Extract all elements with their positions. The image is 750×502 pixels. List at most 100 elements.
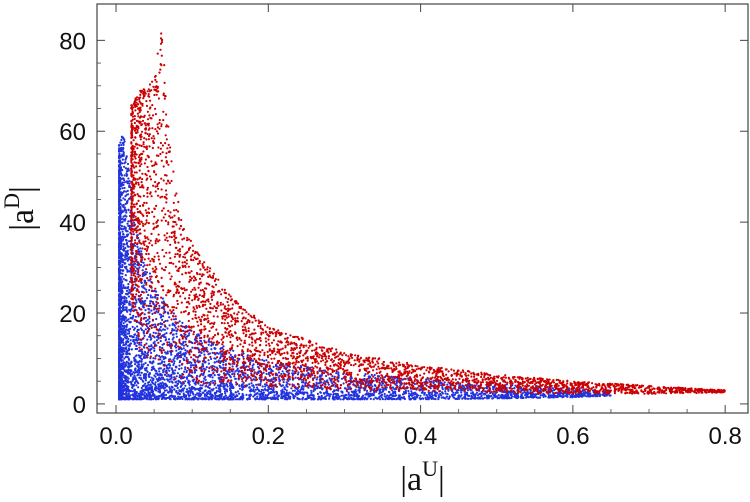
- scatter-point: [293, 389, 296, 392]
- scatter-point: [118, 192, 121, 195]
- scatter-point: [372, 398, 375, 401]
- scatter-point: [301, 396, 305, 399]
- scatter-point: [124, 330, 127, 334]
- scatter-point: [185, 356, 188, 359]
- scatter-point: [291, 374, 294, 377]
- scatter-point: [222, 366, 225, 369]
- scatter-point: [118, 301, 121, 304]
- scatter-point: [145, 392, 148, 395]
- scatter-point: [232, 386, 235, 389]
- scatter-point: [124, 157, 128, 160]
- scatter-point: [121, 363, 124, 366]
- scatter-point: [226, 390, 229, 393]
- scatter-point: [126, 162, 130, 166]
- scatter-point: [135, 299, 138, 302]
- scatter-point: [137, 373, 140, 376]
- scatter-point: [208, 398, 211, 401]
- scatter-point: [204, 375, 207, 378]
- scatter-point: [411, 394, 414, 397]
- scatter-point: [183, 359, 186, 362]
- scatter-point: [143, 375, 146, 378]
- scatter-point: [201, 384, 204, 387]
- scatter-point: [123, 165, 126, 168]
- scatter-point: [263, 383, 267, 386]
- scatter-point: [179, 350, 182, 353]
- scatter-point: [121, 253, 124, 256]
- scatter-point: [412, 392, 415, 395]
- scatter-point: [413, 397, 416, 400]
- scatter-point: [130, 382, 133, 385]
- scatter-point: [393, 388, 396, 391]
- scatter-point: [384, 388, 388, 391]
- scatter-point: [159, 372, 162, 376]
- scatter-point: [391, 389, 394, 392]
- scatter-point: [152, 394, 155, 397]
- scatter-point: [132, 384, 136, 387]
- scatter-point: [118, 204, 121, 207]
- scatter-point: [118, 313, 121, 316]
- scatter-point: [125, 360, 128, 363]
- scatter-point: [239, 397, 242, 401]
- scatter-point: [171, 386, 174, 389]
- scatter-point: [451, 393, 454, 396]
- scatter-point: [404, 389, 407, 392]
- scatter-point: [163, 373, 166, 376]
- scatter-point: [144, 388, 147, 391]
- scatter-point: [120, 367, 123, 370]
- scatter-point: [353, 395, 356, 398]
- scatter-point: [328, 393, 331, 396]
- scatter-point: [159, 356, 162, 359]
- scatter-point: [442, 396, 445, 399]
- scatter-point: [128, 263, 131, 266]
- scatter-point: [125, 389, 128, 392]
- scatter-point: [142, 384, 146, 387]
- scatter-point: [123, 207, 126, 211]
- scatter-point: [184, 384, 187, 387]
- scatter-point: [137, 315, 140, 318]
- scatter-point: [209, 375, 212, 378]
- scatter-point: [464, 393, 467, 396]
- scatter-point: [175, 349, 178, 352]
- scatter-point: [452, 391, 455, 394]
- scatter-point: [143, 391, 146, 394]
- scatter-point: [229, 397, 233, 400]
- scatter-point: [143, 334, 146, 337]
- scatter-point: [125, 397, 128, 400]
- scatter-point: [403, 397, 406, 401]
- scatter-point: [219, 366, 222, 369]
- scatter-point: [127, 233, 130, 236]
- scatter-point: [160, 361, 163, 364]
- scatter-point: [388, 391, 391, 394]
- scatter-point: [168, 369, 171, 372]
- scatter-point: [136, 371, 139, 374]
- scatter-point: [134, 315, 138, 318]
- scatter-point: [175, 380, 178, 383]
- scatter-point: [119, 141, 122, 144]
- scatter-point: [139, 247, 142, 250]
- scatter-point: [228, 382, 231, 385]
- scatter-point: [165, 364, 168, 367]
- scatter-point: [188, 332, 191, 335]
- scatter-point: [178, 320, 181, 323]
- scatter-point: [121, 350, 124, 354]
- scatter-point: [186, 345, 189, 348]
- scatter-point: [488, 395, 491, 398]
- scatter-point: [322, 397, 325, 400]
- scatter-point: [126, 252, 129, 256]
- scatter-point: [348, 397, 351, 401]
- scatter-point: [121, 396, 124, 399]
- scatter-point: [317, 382, 320, 385]
- scatter-point: [174, 346, 178, 349]
- scatter-point: [224, 394, 227, 397]
- scatter-point: [118, 376, 121, 379]
- scatter-point: [302, 393, 305, 396]
- scatter-point: [156, 373, 159, 377]
- scatter-point: [514, 384, 517, 387]
- scatter-point: [184, 351, 187, 354]
- scatter-point: [157, 395, 160, 398]
- scatter-point: [277, 371, 281, 374]
- scatter-point: [504, 394, 507, 397]
- scatter-point: [138, 376, 141, 379]
- scatter-point: [541, 394, 544, 397]
- scatter-point: [125, 267, 128, 270]
